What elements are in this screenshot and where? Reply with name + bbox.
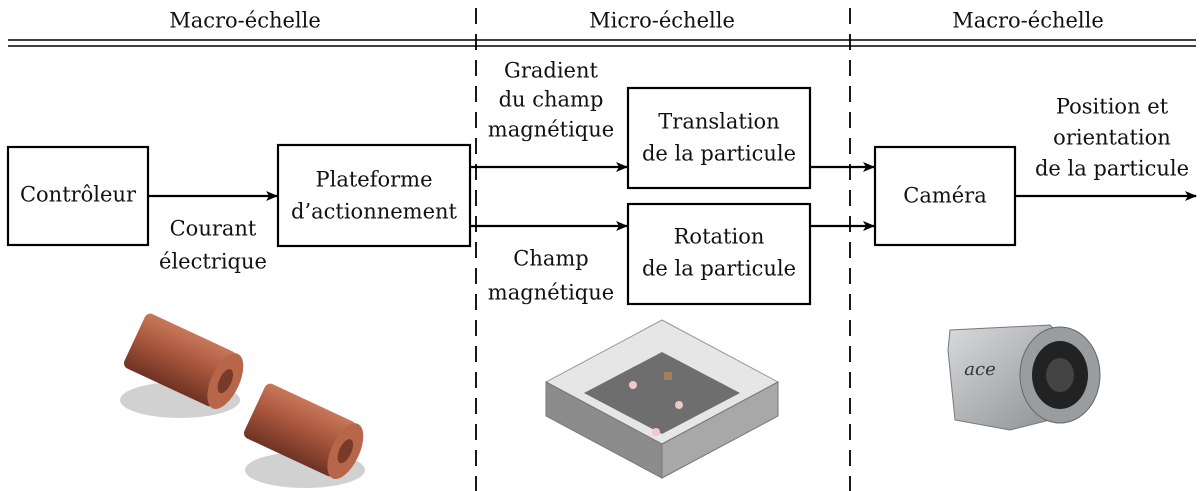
edge-label: magnétique: [488, 281, 614, 305]
node-box: [276, 143, 472, 248]
edge-label: Courant: [170, 217, 257, 241]
edge-label: orientation: [1053, 126, 1171, 150]
node-label: Contrôleur: [20, 183, 137, 207]
coils-illustration: [120, 313, 365, 488]
node-label: Plateforme: [315, 168, 432, 192]
node-label: de la particule: [642, 142, 796, 166]
node-box: [873, 145, 1017, 247]
camera-logo: ace: [964, 359, 995, 380]
header: Macro-échelle: [952, 9, 1104, 33]
edge-label: du champ: [499, 88, 604, 112]
node-label: Caméra: [903, 184, 987, 208]
node-label: de la particule: [642, 257, 796, 281]
node-label: Rotation: [674, 225, 765, 249]
node-label: d’actionnement: [291, 200, 458, 224]
edge-label: Position et: [1056, 95, 1169, 119]
node-box: [626, 202, 812, 306]
edge-label: de la particule: [1035, 157, 1189, 181]
chamber-illustration: [544, 319, 780, 479]
edge-label: Gradient: [504, 59, 598, 83]
edge-label: Champ: [513, 247, 588, 271]
edge-label: magnétique: [488, 118, 614, 142]
node-box: [626, 86, 812, 190]
edge-label: électrique: [159, 250, 267, 274]
header: Micro-échelle: [589, 9, 735, 33]
header: Macro-échelle: [169, 9, 321, 33]
camera-illustration: ace: [947, 324, 1101, 431]
node-box: [6, 145, 150, 247]
node-label: Translation: [658, 110, 779, 134]
